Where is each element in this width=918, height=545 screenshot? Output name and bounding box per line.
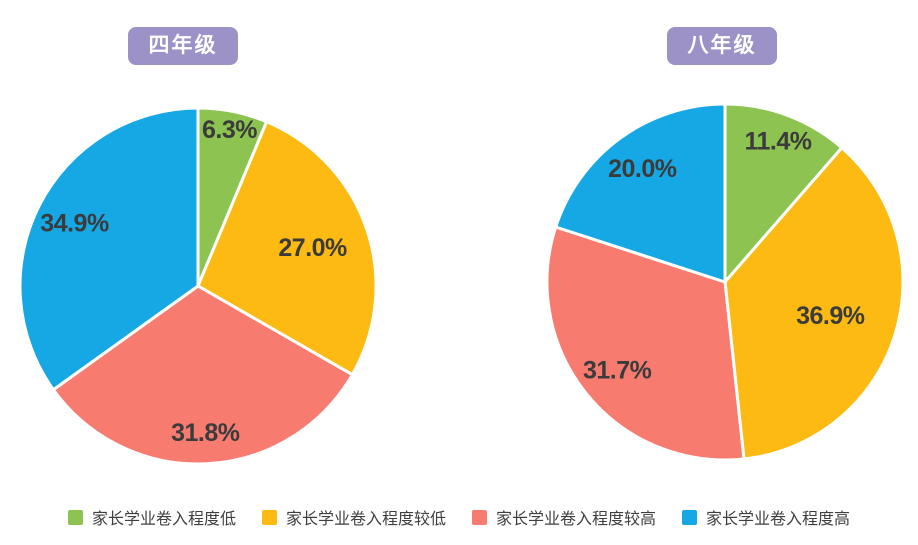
legend-item-high: 家长学业卷入程度高	[682, 505, 850, 529]
legend-label-slightly-low: 家长学业卷入程度较低	[285, 511, 446, 528]
grade8-pie-chart: 11.4% 36.9% 31.7% 20.0%	[545, 102, 905, 462]
grade4-slice-slightly-high	[51, 284, 354, 466]
grade8-title-badge: 八年级	[667, 27, 777, 65]
legend-label-slightly-high: 家长学业卷入程度较高	[496, 511, 657, 528]
legend-swatch-high	[682, 509, 698, 525]
legend: 家长学业卷入程度低 家长学业卷入程度较低 家长学业卷入程度较高 家长学业卷入程度高	[0, 505, 918, 529]
grade4-value-label-slightly-high: 31.8%	[171, 419, 240, 447]
grade8-slice-slightly-high	[545, 225, 746, 462]
legend-swatch-slightly-high	[472, 509, 487, 525]
grade8-slice-slightly-low	[723, 146, 905, 461]
legend-swatch-low	[67, 509, 83, 525]
grade8-slice-low	[723, 102, 844, 284]
grade8-value-label-slightly-low: 36.9%	[796, 302, 865, 330]
legend-swatch-slightly-low	[261, 509, 277, 525]
grade4-slice-high	[18, 106, 200, 392]
grade8-value-label-slightly-high: 31.7%	[583, 357, 652, 385]
legend-item-low: 家长学业卷入程度低	[67, 505, 236, 529]
grade8-value-label-low: 11.4%	[744, 127, 811, 155]
grade4-value-label-slightly-low: 27.0%	[278, 234, 347, 262]
grade4-title-badge: 四年级	[128, 27, 238, 65]
legend-item-slightly-low: 家长学业卷入程度较低	[261, 505, 446, 529]
grade8-slice-high	[554, 102, 727, 284]
grade4-pie-chart: 6.3% 27.0% 31.8% 34.9%	[18, 106, 378, 466]
grade8-value-label-high: 20.0%	[608, 155, 677, 183]
legend-item-slightly-high: 家长学业卷入程度较高	[472, 505, 656, 529]
legend-label-high: 家长学业卷入程度高	[706, 511, 851, 528]
grade4-value-label-low: 6.3%	[202, 116, 257, 144]
grade4-value-label-high: 34.9%	[40, 210, 109, 238]
legend-label-low: 家长学业卷入程度低	[91, 511, 236, 528]
